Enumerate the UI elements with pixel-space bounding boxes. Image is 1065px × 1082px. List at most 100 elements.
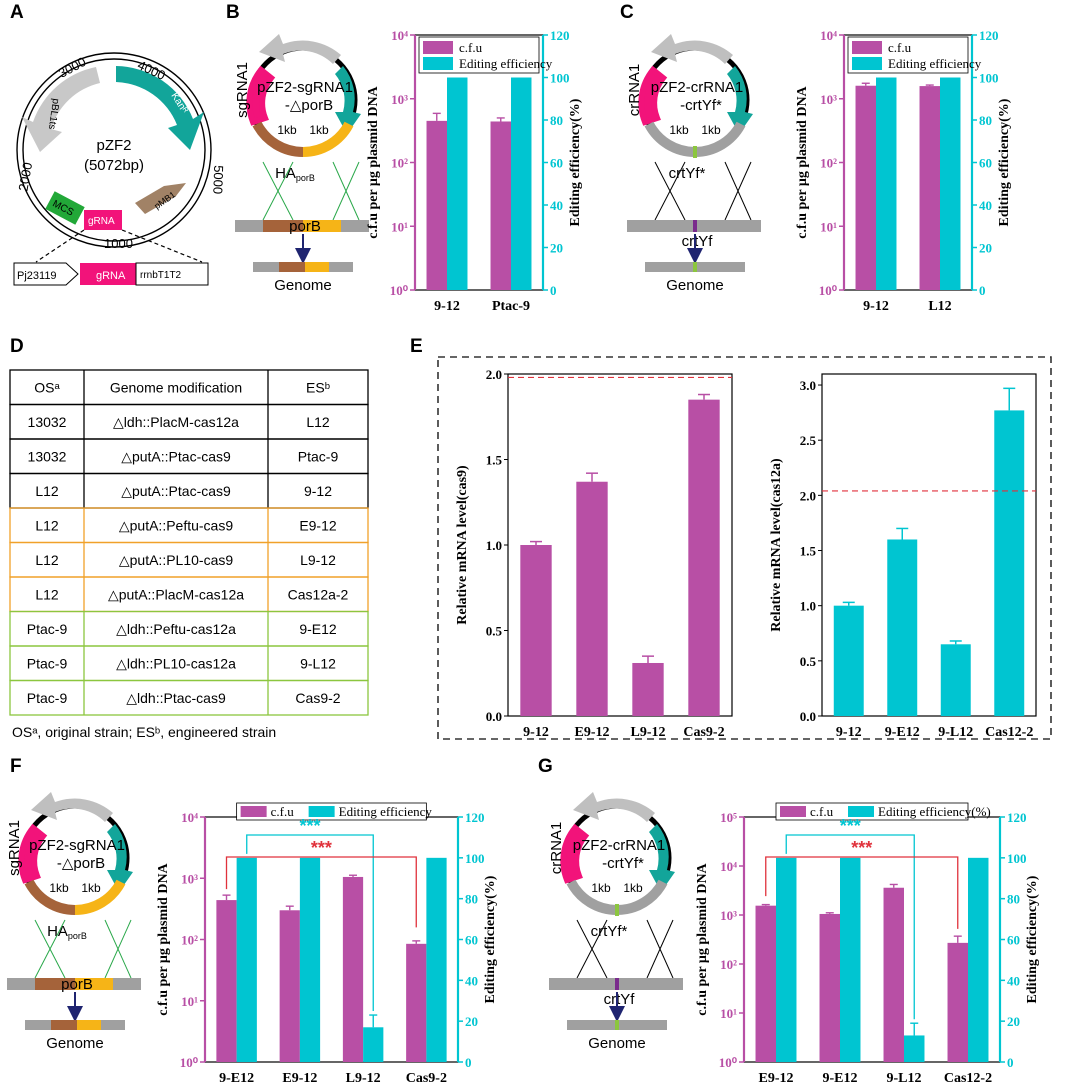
category-label: Cas9-2 xyxy=(406,1071,447,1082)
scheme-teal-arrow xyxy=(107,824,133,892)
bar-editing xyxy=(447,77,468,290)
y2-tick-label: 40 xyxy=(465,973,478,988)
y2-tick-label: 0 xyxy=(550,283,557,298)
bar-editing xyxy=(236,857,257,1062)
y-tick-label: 0.0 xyxy=(800,709,816,724)
significance-label: *** xyxy=(311,838,332,858)
bar xyxy=(940,644,971,716)
y2-tick-label: 120 xyxy=(979,28,999,43)
scheme-gene-label: porB xyxy=(289,218,321,235)
scheme-side-label: crRNA1 xyxy=(548,822,565,875)
bar-cfu xyxy=(947,942,968,1062)
y-tick-label: 0.5 xyxy=(800,654,817,669)
table-cell: △ldh::Ptac-cas9 xyxy=(126,690,226,706)
tick-2000: 2000 xyxy=(15,161,35,192)
y2-tick-label: 120 xyxy=(1007,810,1027,825)
plasmid-size: (5072bp) xyxy=(84,157,144,174)
y-tick-label: 10¹ xyxy=(820,219,837,234)
pbl-label: pBL1ts xyxy=(46,98,61,130)
scheme-teal-arrow xyxy=(335,66,361,134)
table-cell: 13032 xyxy=(28,448,67,464)
scheme-title: pZF2-sgRNA1 xyxy=(257,79,353,96)
table-cell: L12 xyxy=(306,414,330,430)
table-footnote: OSᵃ, original strain; ESᵇ, engineered st… xyxy=(12,724,276,740)
category-label: 9-12 xyxy=(836,725,862,740)
y-tick-label: 10⁴ xyxy=(720,859,737,874)
bar xyxy=(688,399,720,716)
grna-label: gRNA xyxy=(88,216,115,227)
y-tick-label: 1.5 xyxy=(486,453,503,468)
panel-label-a: A xyxy=(10,2,24,23)
mcs-box xyxy=(45,191,85,225)
scheme-genome-label: Genome xyxy=(666,277,724,294)
significance-label: *** xyxy=(851,838,872,858)
table-cell: L12 xyxy=(35,483,59,499)
category-label: Cas9-2 xyxy=(683,725,724,740)
bar-editing xyxy=(363,1027,384,1062)
scheme-title: pZF2-crRNA1 xyxy=(651,79,744,96)
scheme-teal-arrow xyxy=(727,66,753,134)
y2-tick-label: 80 xyxy=(465,892,478,907)
chart-e-cas12a: 0.0 0.5 1.0 1.5 2.0 2.5 3.0 Relative mRNA level… xyxy=(769,373,1037,740)
scheme-ha-label: HAporB xyxy=(47,923,87,941)
y2-tick-label: 40 xyxy=(550,198,563,213)
panel-e-box xyxy=(437,356,1052,740)
y-tick-label: 10² xyxy=(820,156,837,171)
grna-box xyxy=(84,210,122,230)
category-label: 9-12 xyxy=(863,299,889,314)
scheme-pink xyxy=(18,823,48,884)
scheme-gene-label: porB xyxy=(61,976,93,993)
y2-tick-label: 60 xyxy=(550,156,563,171)
y2-tick-label: 100 xyxy=(465,851,485,866)
category-label: L9-12 xyxy=(346,1071,381,1082)
table-cell: Ptac-9 xyxy=(298,448,339,464)
bar-cfu xyxy=(883,887,904,1062)
y-axis-title: c.f.u per μg plasmid DNA xyxy=(695,862,710,1015)
table-cell: △putA::PL10-cas9 xyxy=(119,552,233,568)
bar xyxy=(520,545,552,716)
category-label: L9-12 xyxy=(631,725,666,740)
y2-tick-label: 20 xyxy=(550,241,563,256)
table-cell: △ldh::Peftu-cas12a xyxy=(116,621,236,637)
bar xyxy=(833,605,864,716)
table-cell: △putA::Peftu-cas9 xyxy=(119,517,233,533)
category-label: E9-12 xyxy=(759,1071,794,1082)
y-tick-label: 10³ xyxy=(391,92,408,107)
cassette-grna: gRNA xyxy=(96,270,126,282)
table-cell: △putA::Ptac-cas9 xyxy=(121,483,231,499)
legend-editing: Editing efficiency xyxy=(339,804,433,819)
scheme-subtitle: -△porB xyxy=(285,97,333,114)
table-cell: OSᵃ xyxy=(34,379,60,395)
tick-5000: 5000 xyxy=(210,165,226,194)
y-tick-label: 0.5 xyxy=(486,624,503,639)
bar-cfu xyxy=(216,900,237,1062)
bar-editing xyxy=(299,857,321,1062)
panel-label-g: G xyxy=(538,756,553,777)
scheme-b: pZF2-sgRNA1-△porB 1kb 1kb sgRNA1 HAporB porB G… xyxy=(234,34,369,294)
bar-editing xyxy=(776,857,797,1062)
table-cell: Genome modification xyxy=(110,379,242,395)
category-label: 9-12 xyxy=(434,299,460,314)
y2-axis-title: Editing efficiency(%) xyxy=(997,98,1012,226)
scheme-side-label: sgRNA1 xyxy=(6,820,23,876)
scheme-kb-right: 1kb xyxy=(309,123,329,137)
significance-bracket xyxy=(785,834,915,1020)
legend-cfu: c.f.u xyxy=(459,40,483,55)
scheme-kb-left: 1kb xyxy=(49,881,69,895)
y-tick-label: 10⁵ xyxy=(720,810,737,825)
category-label: 9-E12 xyxy=(823,1071,858,1082)
table-cell: 9-12 xyxy=(304,483,332,499)
category-label: 9-12 xyxy=(523,725,549,740)
table-cell: △putA::Ptac-cas9 xyxy=(121,448,231,464)
bar-cfu xyxy=(490,121,511,290)
scheme-kb-left: 1kb xyxy=(591,881,611,895)
bar-editing xyxy=(876,77,897,290)
y2-tick-label: 60 xyxy=(1007,933,1020,948)
y-tick-label: 10⁰ xyxy=(719,1055,738,1070)
panel-label-b: B xyxy=(226,2,240,23)
cassette-promoter: Pj23119 xyxy=(17,270,57,282)
category-label: 9-E12 xyxy=(885,725,920,740)
bar-cfu xyxy=(342,876,364,1062)
category-label: 9-E12 xyxy=(219,1071,254,1082)
panel-label-f: F xyxy=(10,756,22,777)
